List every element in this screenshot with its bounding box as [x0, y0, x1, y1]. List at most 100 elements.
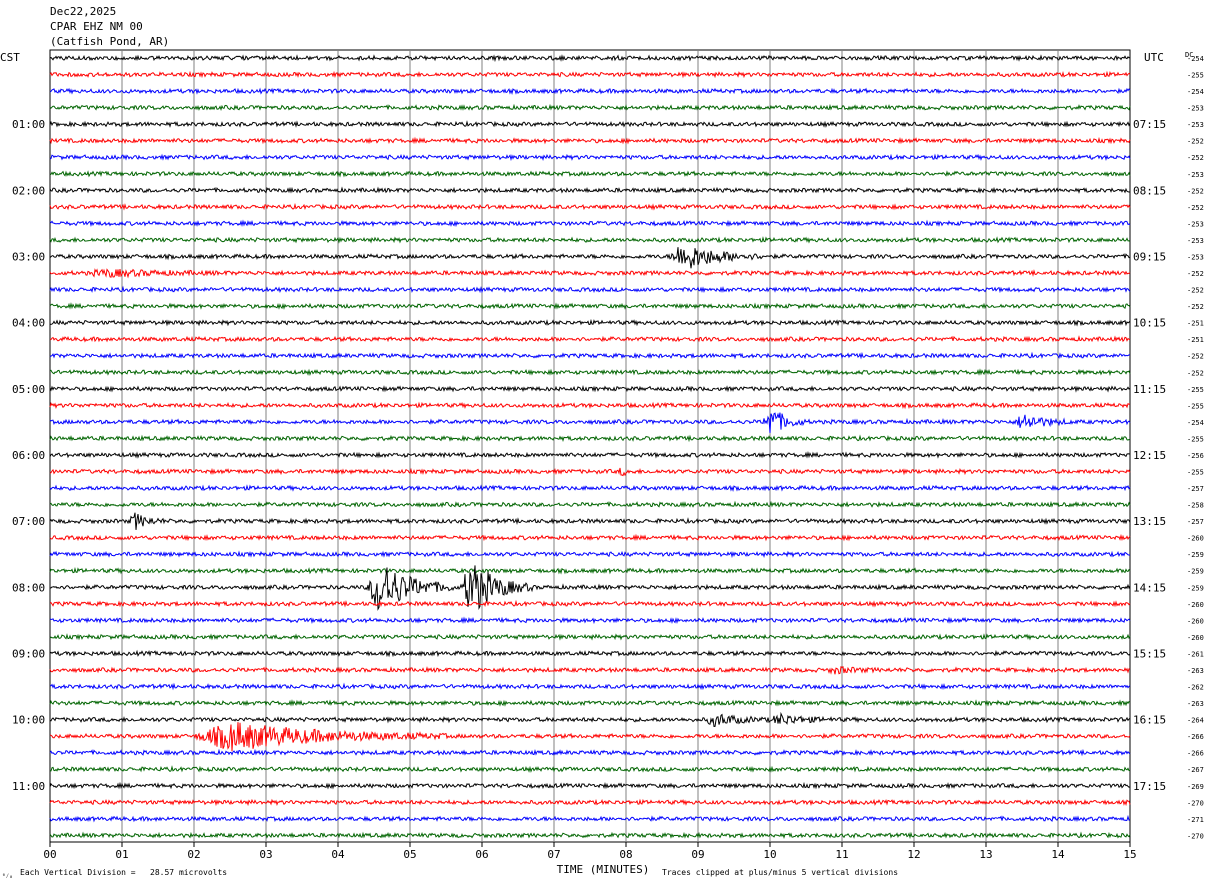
trace-line	[49, 512, 1131, 530]
trace-line	[49, 781, 1131, 790]
dc-offset-label: -263	[1187, 700, 1204, 708]
dc-offset-label: -255	[1187, 435, 1204, 443]
trace-line	[49, 699, 1131, 707]
dc-offset-label: -253	[1187, 237, 1204, 245]
trace-line	[49, 722, 1131, 752]
left-hour-label: 11:00	[12, 780, 45, 793]
trace-line	[49, 500, 1131, 508]
right-hour-label: 10:15	[1133, 317, 1166, 330]
trace-line	[49, 268, 1131, 279]
right-hour-label: 16:15	[1133, 714, 1166, 727]
dc-offset-label: -264	[1187, 717, 1204, 725]
trace-line	[49, 202, 1131, 211]
dc-label: DC	[1185, 51, 1193, 59]
plot-grid	[49, 49, 1131, 847]
left-hour-label: 03:00	[12, 250, 45, 263]
x-tick-label: 11	[835, 848, 848, 861]
trace-line	[49, 120, 1131, 128]
trace-line	[49, 412, 1131, 434]
trace-line	[49, 467, 1131, 477]
x-tick-label: 13	[979, 848, 992, 861]
dc-offset-label: -252	[1187, 287, 1204, 295]
x-tick-label: 15	[1123, 848, 1136, 861]
trace-line	[49, 236, 1131, 244]
trace-line	[49, 285, 1131, 294]
dc-offset-label: -263	[1187, 667, 1204, 675]
dc-offset-label: -259	[1187, 584, 1204, 592]
seismogram-traces	[49, 54, 1131, 840]
dc-offset-label: -262	[1187, 684, 1204, 692]
dc-offset-label: -259	[1187, 568, 1204, 576]
dc-offset-label: -254	[1187, 88, 1204, 96]
trace-line	[49, 649, 1131, 658]
dc-offset-label: -255	[1187, 72, 1204, 80]
dc-offset-label: -252	[1187, 154, 1204, 162]
right-hour-label: 12:15	[1133, 449, 1166, 462]
dc-offset-label: -251	[1187, 320, 1204, 328]
scale-note: Each Vertical Division = 28.57 microvolt…	[20, 868, 227, 877]
trace-line	[49, 103, 1131, 111]
x-tick-label: 09	[691, 848, 704, 861]
trace-line	[49, 153, 1131, 162]
x-tick-label: 00	[43, 848, 56, 861]
trace-line	[49, 665, 1131, 675]
trace-line	[49, 550, 1131, 559]
left-hour-label: 06:00	[12, 449, 45, 462]
dc-offset-label: -253	[1187, 121, 1204, 129]
x-tick-label: 03	[259, 848, 272, 861]
x-tick-label: 07	[547, 848, 560, 861]
trace-line	[49, 54, 1131, 63]
dc-offset-label: -259	[1187, 551, 1204, 559]
dc-offset-label: -257	[1187, 518, 1204, 526]
dc-offset-label: -266	[1187, 733, 1204, 741]
dc-offset-label: -253	[1187, 220, 1204, 228]
x-tick-label: 04	[331, 848, 345, 861]
header-location: (Catfish Pond, AR)	[50, 35, 169, 48]
trace-line	[49, 385, 1131, 393]
x-tick-label: 08	[619, 848, 632, 861]
dc-offset-label: -252	[1187, 187, 1204, 195]
right-hour-label: 17:15	[1133, 780, 1166, 793]
dc-offset-label: -255	[1187, 469, 1204, 477]
left-hour-label: 05:00	[12, 383, 45, 396]
dc-offset-label: -270	[1187, 799, 1204, 807]
trace-line	[49, 70, 1131, 79]
trace-line	[49, 682, 1131, 691]
trace-line	[49, 136, 1131, 145]
x-tick-label: 06	[475, 848, 488, 861]
dc-offset-label: -261	[1187, 650, 1204, 658]
dc-offset-label: -260	[1187, 601, 1204, 609]
right-hour-label: 09:15	[1133, 250, 1166, 263]
right-hour-label: 15:15	[1133, 647, 1166, 660]
trace-line	[49, 87, 1131, 95]
dc-offset-label: -257	[1187, 485, 1204, 493]
dc-offset-label: -258	[1187, 502, 1204, 510]
trace-line	[49, 335, 1131, 343]
right-hour-label: 11:15	[1133, 383, 1166, 396]
trace-line	[49, 814, 1130, 823]
dc-offset-label: -252	[1187, 303, 1204, 311]
left-hour-label: 02:00	[12, 184, 45, 197]
dc-offset-label: -255	[1187, 386, 1204, 394]
left-hour-label: 07:00	[12, 515, 45, 528]
dc-offset-label: -252	[1187, 204, 1204, 212]
header-station: CPAR EHZ NM 00	[50, 20, 143, 33]
dc-offset-label: -260	[1187, 535, 1204, 543]
right-hour-label: 08:15	[1133, 184, 1166, 197]
trace-line	[49, 633, 1131, 641]
trace-line	[49, 186, 1130, 194]
right-hour-label: 07:15	[1133, 118, 1166, 131]
left-hour-label: 01:00	[12, 118, 45, 131]
right-hour-label: 14:15	[1133, 581, 1166, 594]
trace-line	[49, 565, 1131, 611]
dc-offset-label: -253	[1187, 105, 1204, 113]
dc-offset-label: -267	[1187, 766, 1204, 774]
clip-note: Traces clipped at plus/minus 5 vertical …	[662, 868, 898, 877]
x-tick-label: 01	[115, 848, 128, 861]
left-hour-label: 04:00	[12, 317, 45, 330]
dc-offset-label: -252	[1187, 270, 1204, 278]
dc-offset-label: -251	[1187, 336, 1204, 344]
x-tick-label: 14	[1051, 848, 1065, 861]
x-tick-label: 12	[907, 848, 920, 861]
